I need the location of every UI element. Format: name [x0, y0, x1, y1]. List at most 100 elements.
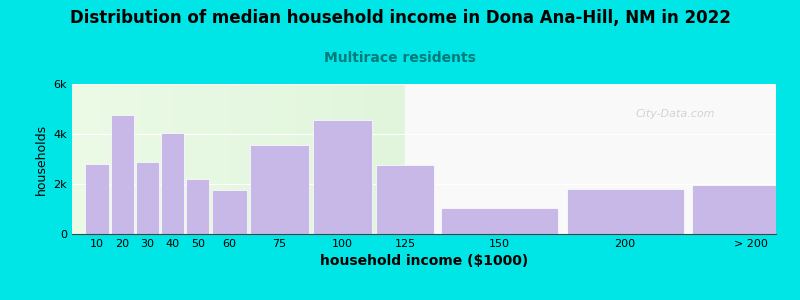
Bar	[97, 84, 98, 234]
Bar	[318, 84, 321, 234]
Bar	[450, 84, 452, 234]
Bar	[294, 84, 296, 234]
Bar	[117, 84, 118, 234]
Bar	[254, 84, 256, 234]
Bar	[650, 84, 652, 234]
Bar	[110, 84, 112, 234]
Bar	[398, 84, 401, 234]
Bar	[679, 84, 682, 234]
Bar	[494, 84, 497, 234]
Bar	[440, 84, 442, 234]
Bar	[435, 84, 438, 234]
Bar	[141, 84, 143, 234]
Bar	[581, 84, 583, 234]
Bar	[336, 84, 338, 234]
Bar	[303, 84, 306, 234]
Bar	[274, 84, 276, 234]
Bar	[529, 84, 531, 234]
Bar	[561, 84, 563, 234]
Bar	[610, 84, 613, 234]
Bar	[457, 84, 459, 234]
Bar	[196, 84, 198, 234]
Bar	[234, 84, 236, 234]
Bar	[86, 164, 109, 234]
Bar	[514, 84, 517, 234]
Bar	[613, 84, 615, 234]
Bar	[243, 84, 246, 234]
Bar	[172, 84, 174, 234]
Bar	[538, 84, 541, 234]
Bar	[146, 84, 147, 234]
Bar	[363, 84, 365, 234]
Bar	[459, 84, 462, 234]
Bar	[267, 84, 270, 234]
Bar	[719, 84, 722, 234]
Bar	[381, 84, 383, 234]
Bar	[620, 84, 622, 234]
Bar	[376, 84, 378, 234]
Bar	[345, 84, 347, 234]
Bar	[558, 84, 561, 234]
Bar	[677, 84, 679, 234]
Bar	[174, 84, 176, 234]
Bar	[570, 84, 574, 234]
Bar	[223, 84, 226, 234]
Text: City-Data.com: City-Data.com	[635, 109, 714, 119]
Bar	[158, 84, 161, 234]
Bar	[432, 84, 435, 234]
Bar	[595, 84, 598, 234]
Bar	[147, 84, 150, 234]
Bar	[127, 84, 130, 234]
Bar	[655, 84, 658, 234]
Bar	[454, 84, 457, 234]
Bar	[618, 84, 620, 234]
Bar	[327, 84, 330, 234]
Bar	[470, 84, 472, 234]
Bar	[392, 84, 394, 234]
Bar	[442, 84, 445, 234]
Bar	[504, 84, 506, 234]
Bar	[551, 84, 554, 234]
Bar	[332, 84, 334, 234]
Bar	[403, 84, 405, 234]
Bar	[774, 84, 776, 234]
Bar	[354, 84, 356, 234]
Bar	[427, 84, 430, 234]
Bar	[272, 84, 274, 234]
Bar	[606, 84, 608, 234]
Bar	[107, 84, 110, 234]
Bar	[132, 84, 134, 234]
Bar	[534, 84, 536, 234]
Bar	[207, 84, 210, 234]
Bar	[90, 84, 92, 234]
Bar	[517, 84, 519, 234]
Bar	[156, 84, 158, 234]
Bar	[593, 84, 595, 234]
Bar	[486, 84, 490, 234]
Bar	[685, 84, 687, 234]
Bar	[287, 84, 290, 234]
Bar	[578, 84, 581, 234]
Bar	[376, 165, 434, 234]
Bar	[704, 84, 706, 234]
Bar	[658, 84, 660, 234]
Bar	[87, 84, 90, 234]
Bar	[603, 84, 606, 234]
Bar	[574, 84, 576, 234]
Bar	[472, 84, 474, 234]
Bar	[670, 84, 672, 234]
Bar	[214, 84, 216, 234]
Bar	[674, 84, 677, 234]
Bar	[697, 84, 699, 234]
Bar	[143, 84, 146, 234]
Bar	[408, 84, 410, 234]
Bar	[568, 84, 570, 234]
Bar	[482, 84, 484, 234]
Bar	[241, 84, 243, 234]
Bar	[278, 84, 281, 234]
Bar	[630, 84, 633, 234]
Bar	[263, 84, 266, 234]
Bar	[283, 84, 286, 234]
Bar	[352, 84, 354, 234]
Bar	[549, 84, 551, 234]
